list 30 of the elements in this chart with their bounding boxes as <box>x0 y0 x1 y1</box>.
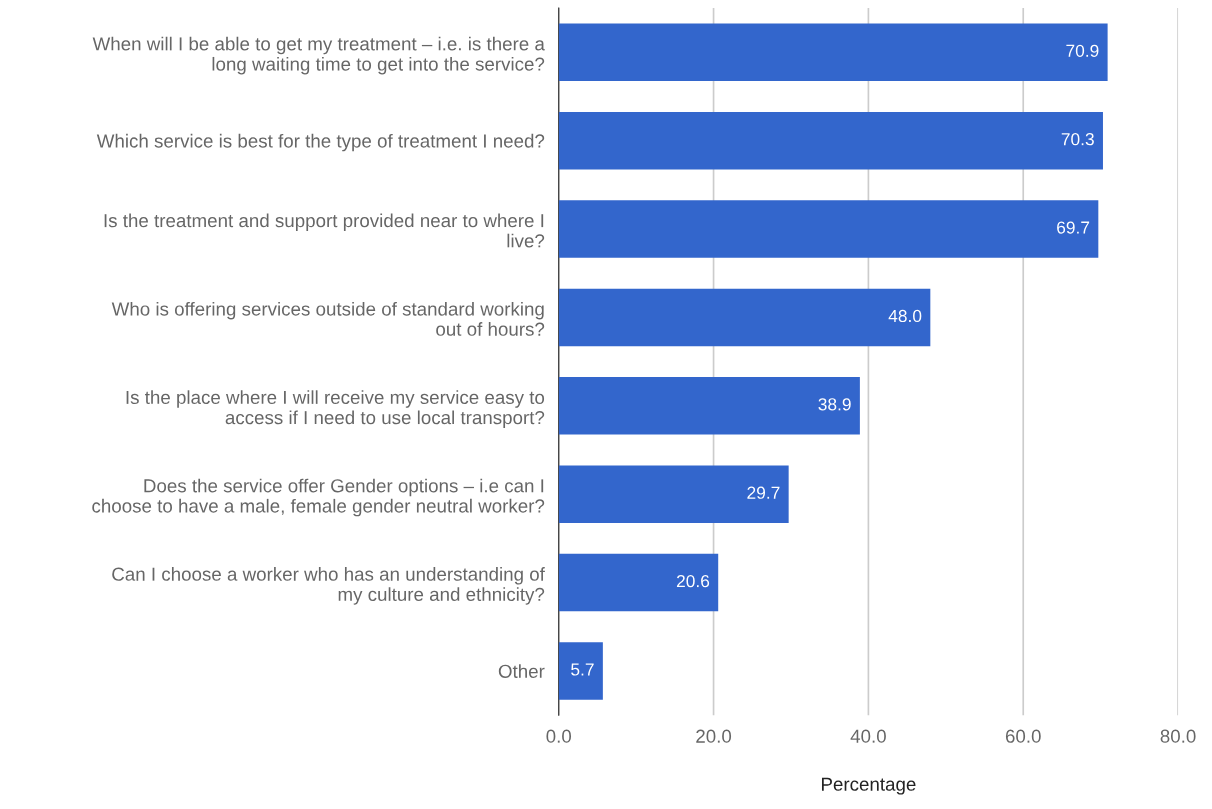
bar <box>558 288 931 347</box>
data-label: 70.9 <box>1066 44 1099 57</box>
bar <box>558 23 1108 82</box>
y-tick-label: Other <box>498 664 545 678</box>
y-tick-label: Is the place where I will receive my service easy to access if I need to use local transport? <box>126 390 545 428</box>
data-label: 70.3 <box>1061 133 1094 146</box>
y-tick-label: Is the treatment and support provided near to where I live? <box>104 213 545 248</box>
y-tick-label: Does the service offer Gender options – i.e can I choose to have a male, female gender neutral worker? <box>92 478 545 517</box>
data-label: 20.6 <box>676 574 710 588</box>
x-tick-label: 20.0 <box>696 729 732 743</box>
bar <box>558 553 719 612</box>
bar <box>558 200 1099 258</box>
bar <box>558 642 603 700</box>
data-label: 69.7 <box>1057 221 1090 234</box>
x-tick-label: 0.0 <box>546 729 572 743</box>
y-tick-label: Which service is best for the type of treatment I need? <box>96 133 545 152</box>
bar <box>558 377 860 435</box>
data-label: 29.7 <box>747 486 780 499</box>
data-label: 48.0 <box>888 309 922 323</box>
data-label: 5.7 <box>571 663 594 676</box>
y-tick-label: Who is offering services outside of standard working out of hours? <box>111 301 545 336</box>
x-tick-label: 80.0 <box>1160 729 1196 743</box>
data-label: 38.9 <box>818 398 851 411</box>
y-tick-label: Can I choose a worker who has an understanding of my culture and ethnicity? <box>112 567 545 605</box>
bar <box>558 111 1103 170</box>
x-tick-label: 60.0 <box>1005 729 1041 743</box>
x-tick-label: 40.0 <box>850 729 886 743</box>
x-axis-title: Percentage <box>821 777 916 795</box>
y-tick-label: When will I be able to get my treatment – i.e. is there a long waiting time to get into the service? <box>92 36 545 75</box>
bar <box>558 465 789 523</box>
